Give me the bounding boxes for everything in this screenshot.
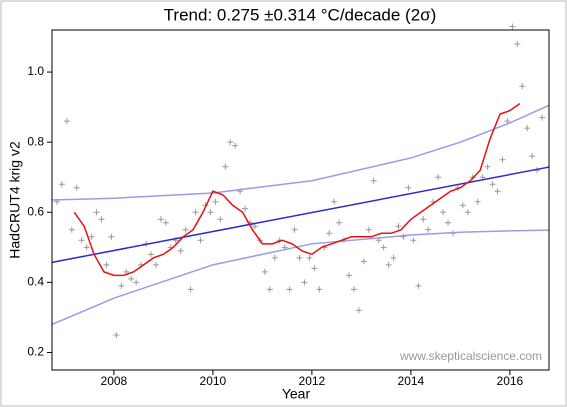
data-point	[459, 202, 466, 209]
data-point	[192, 209, 199, 216]
data-point	[524, 125, 531, 132]
data-point	[385, 261, 392, 268]
y-axis-label: HadCRUT4 krig v2	[7, 141, 23, 259]
data-point	[217, 216, 224, 223]
data-point	[519, 83, 526, 90]
data-point	[346, 272, 353, 279]
data-point	[152, 261, 159, 268]
data-point	[98, 216, 105, 223]
data-point	[207, 209, 214, 216]
chart-title: Trend: 0.275 ±0.314 °C/decade (2σ)	[164, 5, 437, 24]
data-point	[197, 237, 204, 244]
data-point	[157, 216, 164, 223]
data-point	[360, 258, 367, 265]
data-point	[68, 226, 75, 233]
data-point	[365, 226, 372, 233]
data-point	[400, 233, 407, 240]
data-point	[336, 219, 343, 226]
data-point	[509, 23, 516, 30]
data-point	[514, 41, 521, 48]
data-point	[128, 275, 135, 282]
x-tick-label: 2014	[398, 374, 425, 388]
y-tick-label: 0.6	[27, 204, 44, 218]
data-point	[390, 254, 397, 261]
data-point	[222, 163, 229, 170]
data-point	[251, 223, 258, 230]
data-point	[148, 251, 155, 258]
data-point	[326, 230, 333, 237]
data-point	[63, 118, 70, 125]
data-point	[494, 188, 501, 195]
data-point	[103, 261, 110, 268]
data-point	[301, 279, 308, 286]
data-point	[489, 181, 496, 188]
data-point	[316, 286, 323, 293]
x-tick-label: 2012	[299, 374, 326, 388]
data-point	[355, 307, 362, 314]
x-axis-label: Year	[282, 386, 311, 402]
data-point	[296, 254, 303, 261]
y-tick-label: 0.8	[27, 134, 44, 148]
line	[73, 102, 521, 277]
data-point	[93, 209, 100, 216]
data-point	[529, 153, 536, 160]
data-point	[108, 233, 115, 240]
data-point	[83, 244, 90, 251]
data-point	[212, 198, 219, 205]
data-point	[187, 286, 194, 293]
data-point	[415, 282, 422, 289]
data-point	[350, 286, 357, 293]
x-tick-label: 2016	[497, 374, 524, 388]
data-point	[420, 216, 427, 223]
data-point	[232, 142, 239, 149]
data-point	[425, 226, 432, 233]
line	[51, 229, 550, 326]
data-point	[370, 177, 377, 184]
y-tick-label: 1.0	[27, 64, 44, 78]
data-point	[499, 156, 506, 163]
data-point	[242, 205, 249, 212]
data-point	[266, 286, 273, 293]
data-point	[435, 174, 442, 181]
y-tick-label: 0.2	[27, 345, 44, 359]
data-point	[395, 223, 402, 230]
data-point	[464, 209, 471, 216]
data-point	[162, 219, 169, 226]
data-point	[177, 247, 184, 254]
data-point	[88, 233, 95, 240]
data-point	[306, 254, 313, 261]
data-point	[484, 163, 491, 170]
data-point	[182, 226, 189, 233]
data-point	[261, 268, 268, 275]
data-point	[410, 237, 417, 244]
data-point	[539, 114, 546, 121]
y-tick-label: 0.4	[27, 275, 44, 289]
data-point	[440, 209, 447, 216]
data-point	[380, 244, 387, 251]
data-point	[286, 286, 293, 293]
data-point	[58, 181, 65, 188]
data-point	[118, 282, 125, 289]
data-point	[331, 198, 338, 205]
data-point	[227, 139, 234, 146]
data-point	[73, 184, 80, 191]
data-point	[474, 198, 481, 205]
data-point	[445, 219, 452, 226]
watermark: www.skepticalscience.com	[399, 349, 542, 363]
data-point	[78, 237, 85, 244]
data-point	[405, 184, 412, 191]
data-point	[271, 254, 278, 261]
data-point	[311, 265, 318, 272]
line	[51, 104, 550, 201]
x-tick-label: 2010	[200, 374, 227, 388]
data-point	[291, 226, 298, 233]
plot-frame	[51, 29, 550, 371]
data-point	[113, 331, 120, 338]
x-tick-label: 2008	[101, 374, 128, 388]
data-point	[133, 279, 140, 286]
